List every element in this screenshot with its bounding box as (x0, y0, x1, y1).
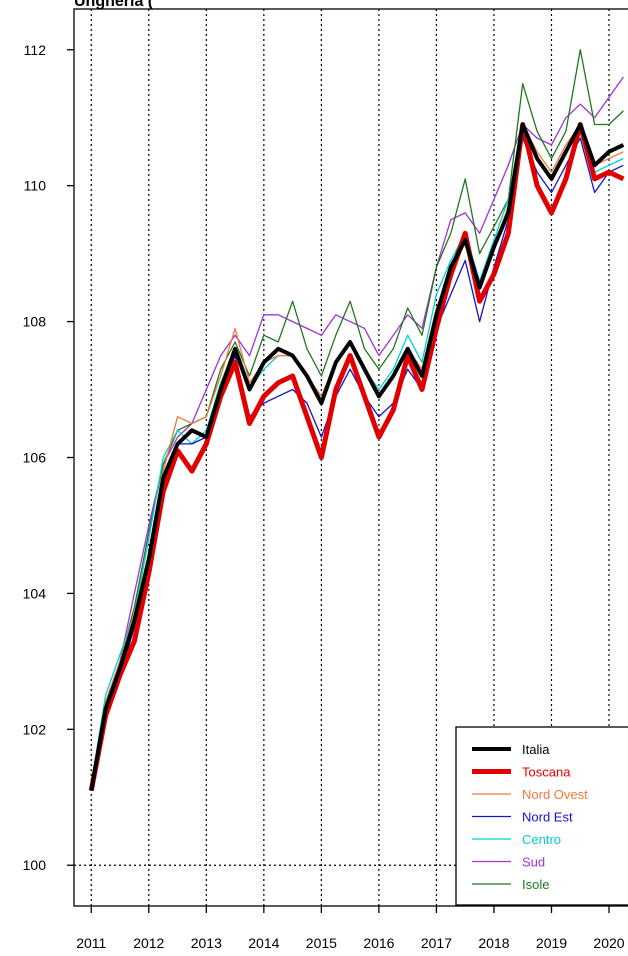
y-tick-label: 112 (24, 42, 47, 58)
x-tick-label: 2014 (248, 935, 279, 951)
axes: 100 102 104 106 108 110 112 2011 2012 2013 2014 201… (23, 8, 628, 951)
y-tick-label: 100 (23, 857, 47, 873)
y-tick-label: 110 (24, 178, 47, 194)
x-tick-label: 2017 (421, 935, 452, 951)
series-lines (88, 49, 625, 791)
legend-label-centro: Centro (522, 832, 561, 847)
legend-label-toscana: Toscana (522, 765, 571, 780)
x-tick-label: 2011 (76, 935, 106, 951)
legend-label-sud: Sud (522, 855, 545, 870)
x-tick-label: 2019 (536, 935, 567, 951)
series-line-italia (89, 122, 625, 791)
x-tick-label: 2020 (593, 935, 624, 951)
x-tick-label: 2018 (478, 935, 509, 951)
series-line-toscana (88, 122, 625, 791)
x-tick-label: 2012 (133, 935, 164, 951)
y-tick-label: 102 (23, 721, 47, 737)
y-tick-label: 104 (23, 585, 47, 601)
legend-label-italia: Italia (522, 742, 550, 757)
legend-label-nord-est: Nord Est (522, 810, 573, 825)
x-tick-label: 2015 (306, 935, 337, 951)
y-tick-label: 108 (23, 314, 47, 330)
x-tick-label: 2016 (363, 935, 394, 951)
legend-label-isole: Isole (522, 877, 549, 892)
x-tick-label: 2013 (191, 935, 222, 951)
chart-title: Ungheria ( (74, 0, 154, 10)
legend-label-nord-ovest: Nord Ovest (522, 787, 588, 802)
series-line-isole (90, 49, 624, 791)
series-line-sud (90, 76, 624, 791)
legend: Italia Toscana Nord Ovest Nord Est Centro Sud… (455, 726, 628, 906)
y-tick-label: 106 (23, 450, 47, 466)
